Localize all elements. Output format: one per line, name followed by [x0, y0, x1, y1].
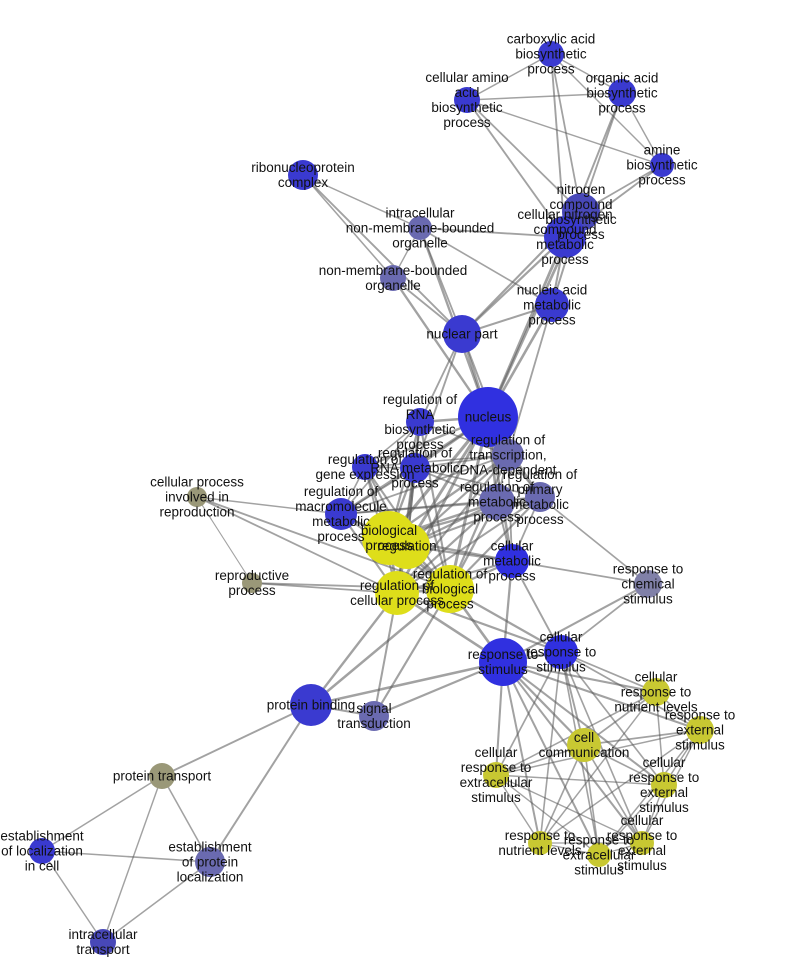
go-term-node-amine_biosynthetic_process[interactable] — [650, 153, 674, 177]
edge — [512, 561, 648, 584]
go-term-node-cellular_response_to_external_stimulus2[interactable] — [630, 831, 654, 855]
edge — [496, 775, 664, 785]
edge — [467, 100, 565, 237]
go-term-node-cellular_response_to_extracellular_stimulus[interactable] — [483, 762, 509, 788]
network-diagram: carboxylic acid biosynthetic process orga… — [0, 0, 786, 971]
go-term-node-nucleic_acid_metabolic_process[interactable] — [535, 288, 569, 322]
go-term-node-response_to_external_stimulus[interactable] — [686, 716, 714, 744]
go-term-node-reproductive_process[interactable] — [242, 573, 262, 593]
go-term-node-nuclear_part[interactable] — [443, 315, 481, 353]
go-term-node-cellular_process_involved_in_reproduction[interactable] — [187, 487, 207, 507]
go-term-node-response_to_nutrient_levels[interactable] — [528, 831, 552, 855]
go-term-node-regulation_of_rna_biosynthetic_process[interactable] — [406, 408, 434, 436]
go-term-node-regulation_of_macromolecule_metabolic_process[interactable] — [325, 498, 357, 530]
edge — [561, 652, 700, 730]
go-term-node-regulation_of_transcription_dna_dependent[interactable] — [492, 439, 524, 471]
edge — [103, 862, 210, 942]
go-term-node-intracellular_non_membrane_bounded_organelle[interactable] — [408, 216, 432, 240]
edge — [540, 497, 648, 584]
go-term-node-cellular_response_to_nutrient_levels[interactable] — [642, 678, 670, 706]
edge — [415, 334, 462, 468]
go-term-node-nucleus[interactable] — [458, 387, 518, 447]
go-term-node-regulation_of_gene_expression[interactable] — [352, 454, 378, 480]
go-term-node-protein_transport[interactable] — [149, 763, 175, 789]
go-term-node-regulation[interactable] — [384, 523, 430, 569]
go-term-node-response_to_chemical_stimulus[interactable] — [634, 570, 662, 598]
go-term-node-carboxylic_acid_biosynthetic_process[interactable] — [538, 41, 564, 67]
go-term-node-response_to_stimulus[interactable] — [479, 638, 527, 686]
go-term-node-establishment_of_protein_localization[interactable] — [195, 847, 225, 877]
go-term-node-cellular_amino_acid_biosynthetic_process[interactable] — [454, 87, 480, 113]
edge — [467, 93, 622, 100]
go-term-node-cellular_response_to_stimulus[interactable] — [544, 635, 578, 669]
go-term-node-cellular_response_to_external_stimulus[interactable] — [651, 772, 677, 798]
edge — [467, 100, 662, 165]
go-term-node-regulation_of_metabolic_process[interactable] — [479, 484, 515, 520]
go-term-node-intracellular_transport[interactable] — [90, 929, 116, 955]
edge — [551, 54, 662, 165]
go-term-node-cell_communication[interactable] — [567, 728, 601, 762]
go-term-node-regulation_of_cellular_process[interactable] — [375, 571, 419, 615]
edge — [303, 175, 393, 278]
go-term-node-response_to_extracellular_stimulus[interactable] — [587, 843, 611, 867]
go-term-node-regulation_of_primary_metabolic_process[interactable] — [525, 482, 555, 512]
go-term-node-cellular_metabolic_process[interactable] — [495, 544, 529, 578]
go-term-node-establishment_of_localization_in_cell[interactable] — [29, 838, 55, 864]
go-term-node-regulation_of_biological_process[interactable] — [426, 565, 474, 613]
go-term-node-ribonucleoprotein_complex[interactable] — [288, 160, 318, 190]
go-term-node-regulation_of_rna_metabolic_process[interactable] — [400, 453, 430, 483]
edge — [467, 54, 551, 100]
go-term-node-organic_acid_biosynthetic_process[interactable] — [608, 79, 636, 107]
edges-layer — [0, 0, 786, 971]
go-term-node-signal_transduction[interactable] — [359, 701, 389, 731]
edge — [42, 851, 103, 942]
edge — [303, 175, 462, 334]
edge — [467, 100, 581, 212]
go-term-node-cellular_nitrogen_compound_metabolic_process[interactable] — [544, 216, 586, 258]
go-term-node-non_membrane_bounded_organelle[interactable] — [380, 265, 406, 291]
edge — [42, 776, 162, 851]
edge — [42, 851, 210, 862]
edge — [303, 175, 420, 228]
go-term-node-protein_binding[interactable] — [290, 684, 332, 726]
